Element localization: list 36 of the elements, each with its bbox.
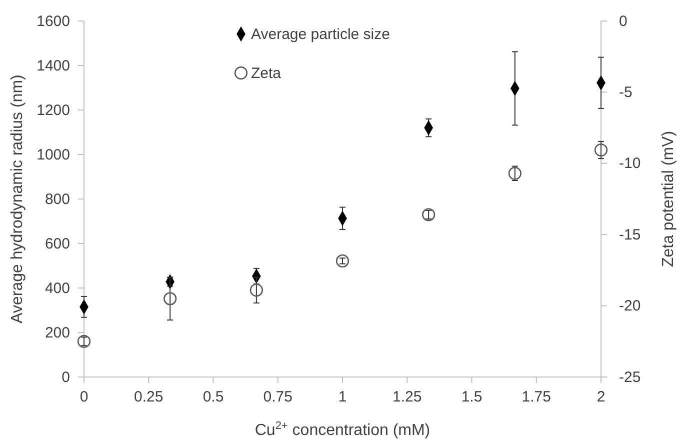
point	[164, 292, 177, 306]
x-tick-label: 1.75	[522, 388, 551, 406]
y2-axis-title: Zeta potential (mV)	[660, 130, 677, 268]
point	[508, 166, 522, 180]
y-tick-label: 400	[44, 280, 70, 297]
y-tick-label: 800	[44, 190, 70, 208]
x-tick-label: 0.25	[134, 388, 164, 406]
x-tick-label: 2	[596, 388, 606, 406]
y2-tick-label: -20	[619, 298, 641, 315]
legend-label: Zeta	[251, 65, 282, 82]
y-axis-title: Average hydrodynamic radius (nm)	[9, 74, 26, 324]
point	[250, 284, 263, 297]
point	[422, 208, 436, 222]
y-tick-label: 200	[44, 324, 70, 342]
y-tick-label: 1400	[36, 57, 70, 74]
y-tick-label: 1200	[36, 102, 70, 119]
x-tick-label: 0	[80, 388, 88, 406]
y2-tick-label: -10	[619, 155, 641, 172]
y2-tick-label: -5	[619, 84, 632, 101]
y2-tick-label: 0	[619, 12, 628, 30]
point	[77, 334, 91, 348]
legend-label: Average particle size	[251, 26, 390, 43]
y2-tick-label: -15	[619, 226, 641, 244]
x-tick-label: 1.5	[461, 388, 482, 406]
point	[336, 254, 350, 268]
x-axis-title: Cu$^{2+}$ concentration (mM)	[254, 420, 430, 439]
x-tick-label: 0.75	[263, 388, 292, 406]
x-tick-label: 0.5	[202, 388, 224, 406]
y-tick-label: 1000	[36, 146, 70, 164]
y-tick-label: 1600	[36, 12, 70, 30]
x-tick-label: 1.25	[392, 388, 422, 406]
y2-tick-label: -25	[619, 368, 641, 386]
x-tick-label: 1	[338, 388, 347, 406]
point	[594, 143, 608, 157]
y-tick-label: 600	[44, 235, 70, 252]
y-tick-label: 0	[62, 368, 70, 386]
